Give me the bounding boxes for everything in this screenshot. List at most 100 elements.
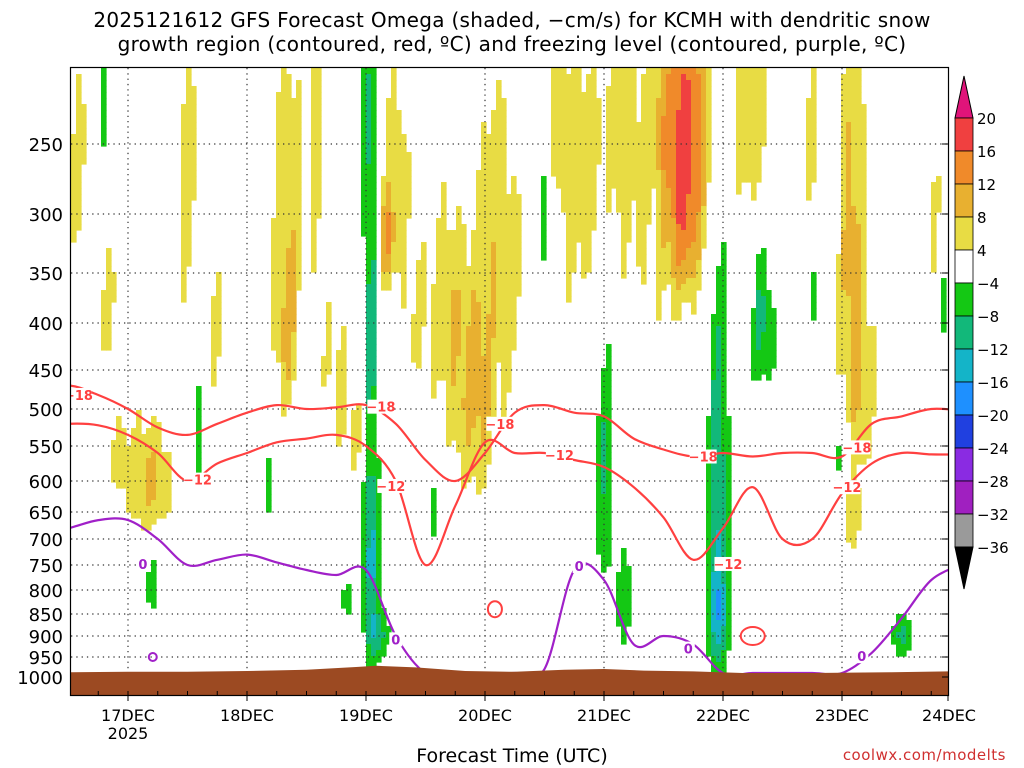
omega-cell [551, 140, 557, 147]
omega-cell [106, 314, 112, 321]
omega-cell [566, 134, 572, 141]
omega-cell [671, 146, 677, 153]
omega-cell [481, 470, 487, 477]
omega-cell [431, 284, 437, 291]
omega-cell [606, 194, 612, 201]
colorbar-swatch [954, 513, 974, 548]
omega-cell [561, 86, 567, 93]
omega-cell [806, 182, 812, 189]
omega-cell [401, 236, 407, 243]
omega-cell [691, 80, 697, 87]
omega-cell [366, 524, 372, 531]
omega-cell [601, 566, 607, 573]
omega-cell [596, 122, 602, 129]
omega-cell [721, 434, 727, 441]
omega-cell [366, 122, 372, 129]
omega-cell [431, 356, 437, 363]
omega-cell [106, 302, 112, 309]
omega-cell [451, 356, 457, 363]
omega-cell [516, 224, 522, 231]
omega-cell [466, 302, 472, 309]
omega-cell [361, 590, 367, 597]
omega-cell [846, 386, 852, 393]
omega-cell [376, 614, 382, 621]
omega-cell [701, 68, 707, 75]
omega-cell [446, 230, 452, 237]
omega-cell [761, 356, 767, 363]
colorbar-label: −24 [977, 440, 1009, 458]
omega-cell [626, 104, 632, 111]
omega-cell [836, 464, 842, 471]
omega-cell [551, 74, 557, 81]
omega-cell [706, 584, 712, 591]
omega-cell [371, 476, 377, 483]
omega-cell [271, 290, 277, 297]
omega-cell [716, 308, 722, 315]
contour-label-bg [572, 559, 586, 573]
omega-cell [491, 278, 497, 285]
omega-cell [661, 170, 667, 177]
omega-cell [316, 104, 322, 111]
y-tick-label: 750 [29, 556, 63, 577]
omega-cell [341, 596, 347, 603]
omega-cell [281, 368, 287, 375]
omega-cell [276, 92, 282, 99]
omega-cell [481, 404, 487, 411]
omega-cell [351, 440, 357, 447]
omega-cell [471, 236, 477, 243]
omega-cell [671, 242, 677, 249]
omega-cell [316, 176, 322, 183]
omega-cell [271, 344, 277, 351]
omega-cell [611, 158, 617, 165]
omega-cell [681, 140, 687, 147]
omega-cell [516, 242, 522, 249]
omega-cell [701, 158, 707, 165]
plot-frame [69, 66, 950, 697]
omega-cell [856, 140, 862, 147]
omega-cell [676, 176, 682, 183]
omega-cell [371, 236, 377, 243]
omega-cell [181, 206, 187, 213]
omega-cell [126, 488, 132, 495]
omega-cell [586, 248, 592, 255]
omega-cell [681, 236, 687, 243]
omega-cell [191, 122, 197, 129]
omega-cell [656, 194, 662, 201]
omega-cell [651, 140, 657, 147]
omega-cell [481, 278, 487, 285]
omega-cell [846, 80, 852, 87]
omega-cell [451, 284, 457, 291]
omega-cell [581, 248, 587, 255]
omega-cell [471, 452, 477, 459]
omega-cell [436, 308, 442, 315]
omega-cell [706, 158, 712, 165]
omega-cell [686, 158, 692, 165]
omega-cell [641, 212, 647, 219]
omega-cell [271, 332, 277, 339]
omega-cell [661, 80, 667, 87]
omega-cell [486, 242, 492, 249]
omega-cell [836, 320, 842, 327]
omega-cell [806, 194, 812, 201]
omega-cell [556, 116, 562, 123]
omega-cell [291, 128, 297, 135]
omega-cell [496, 296, 502, 303]
colorbar-label: −16 [977, 374, 1009, 392]
omega-cell [356, 416, 362, 423]
omega-cell [461, 398, 467, 405]
omega-cell [191, 104, 197, 111]
omega-cell [756, 170, 762, 177]
omega-cell [711, 578, 717, 585]
omega-cell [636, 212, 642, 219]
omega-cell [711, 614, 717, 621]
omega-cell [751, 68, 757, 75]
omega-cell [841, 302, 847, 309]
omega-cell [511, 230, 517, 237]
omega-cell [461, 284, 467, 291]
omega-cell [806, 104, 812, 111]
omega-cell [656, 290, 662, 297]
omega-cell [856, 500, 862, 507]
omega-cell [591, 224, 597, 231]
omega-cell [656, 302, 662, 309]
omega-cell [496, 242, 502, 249]
